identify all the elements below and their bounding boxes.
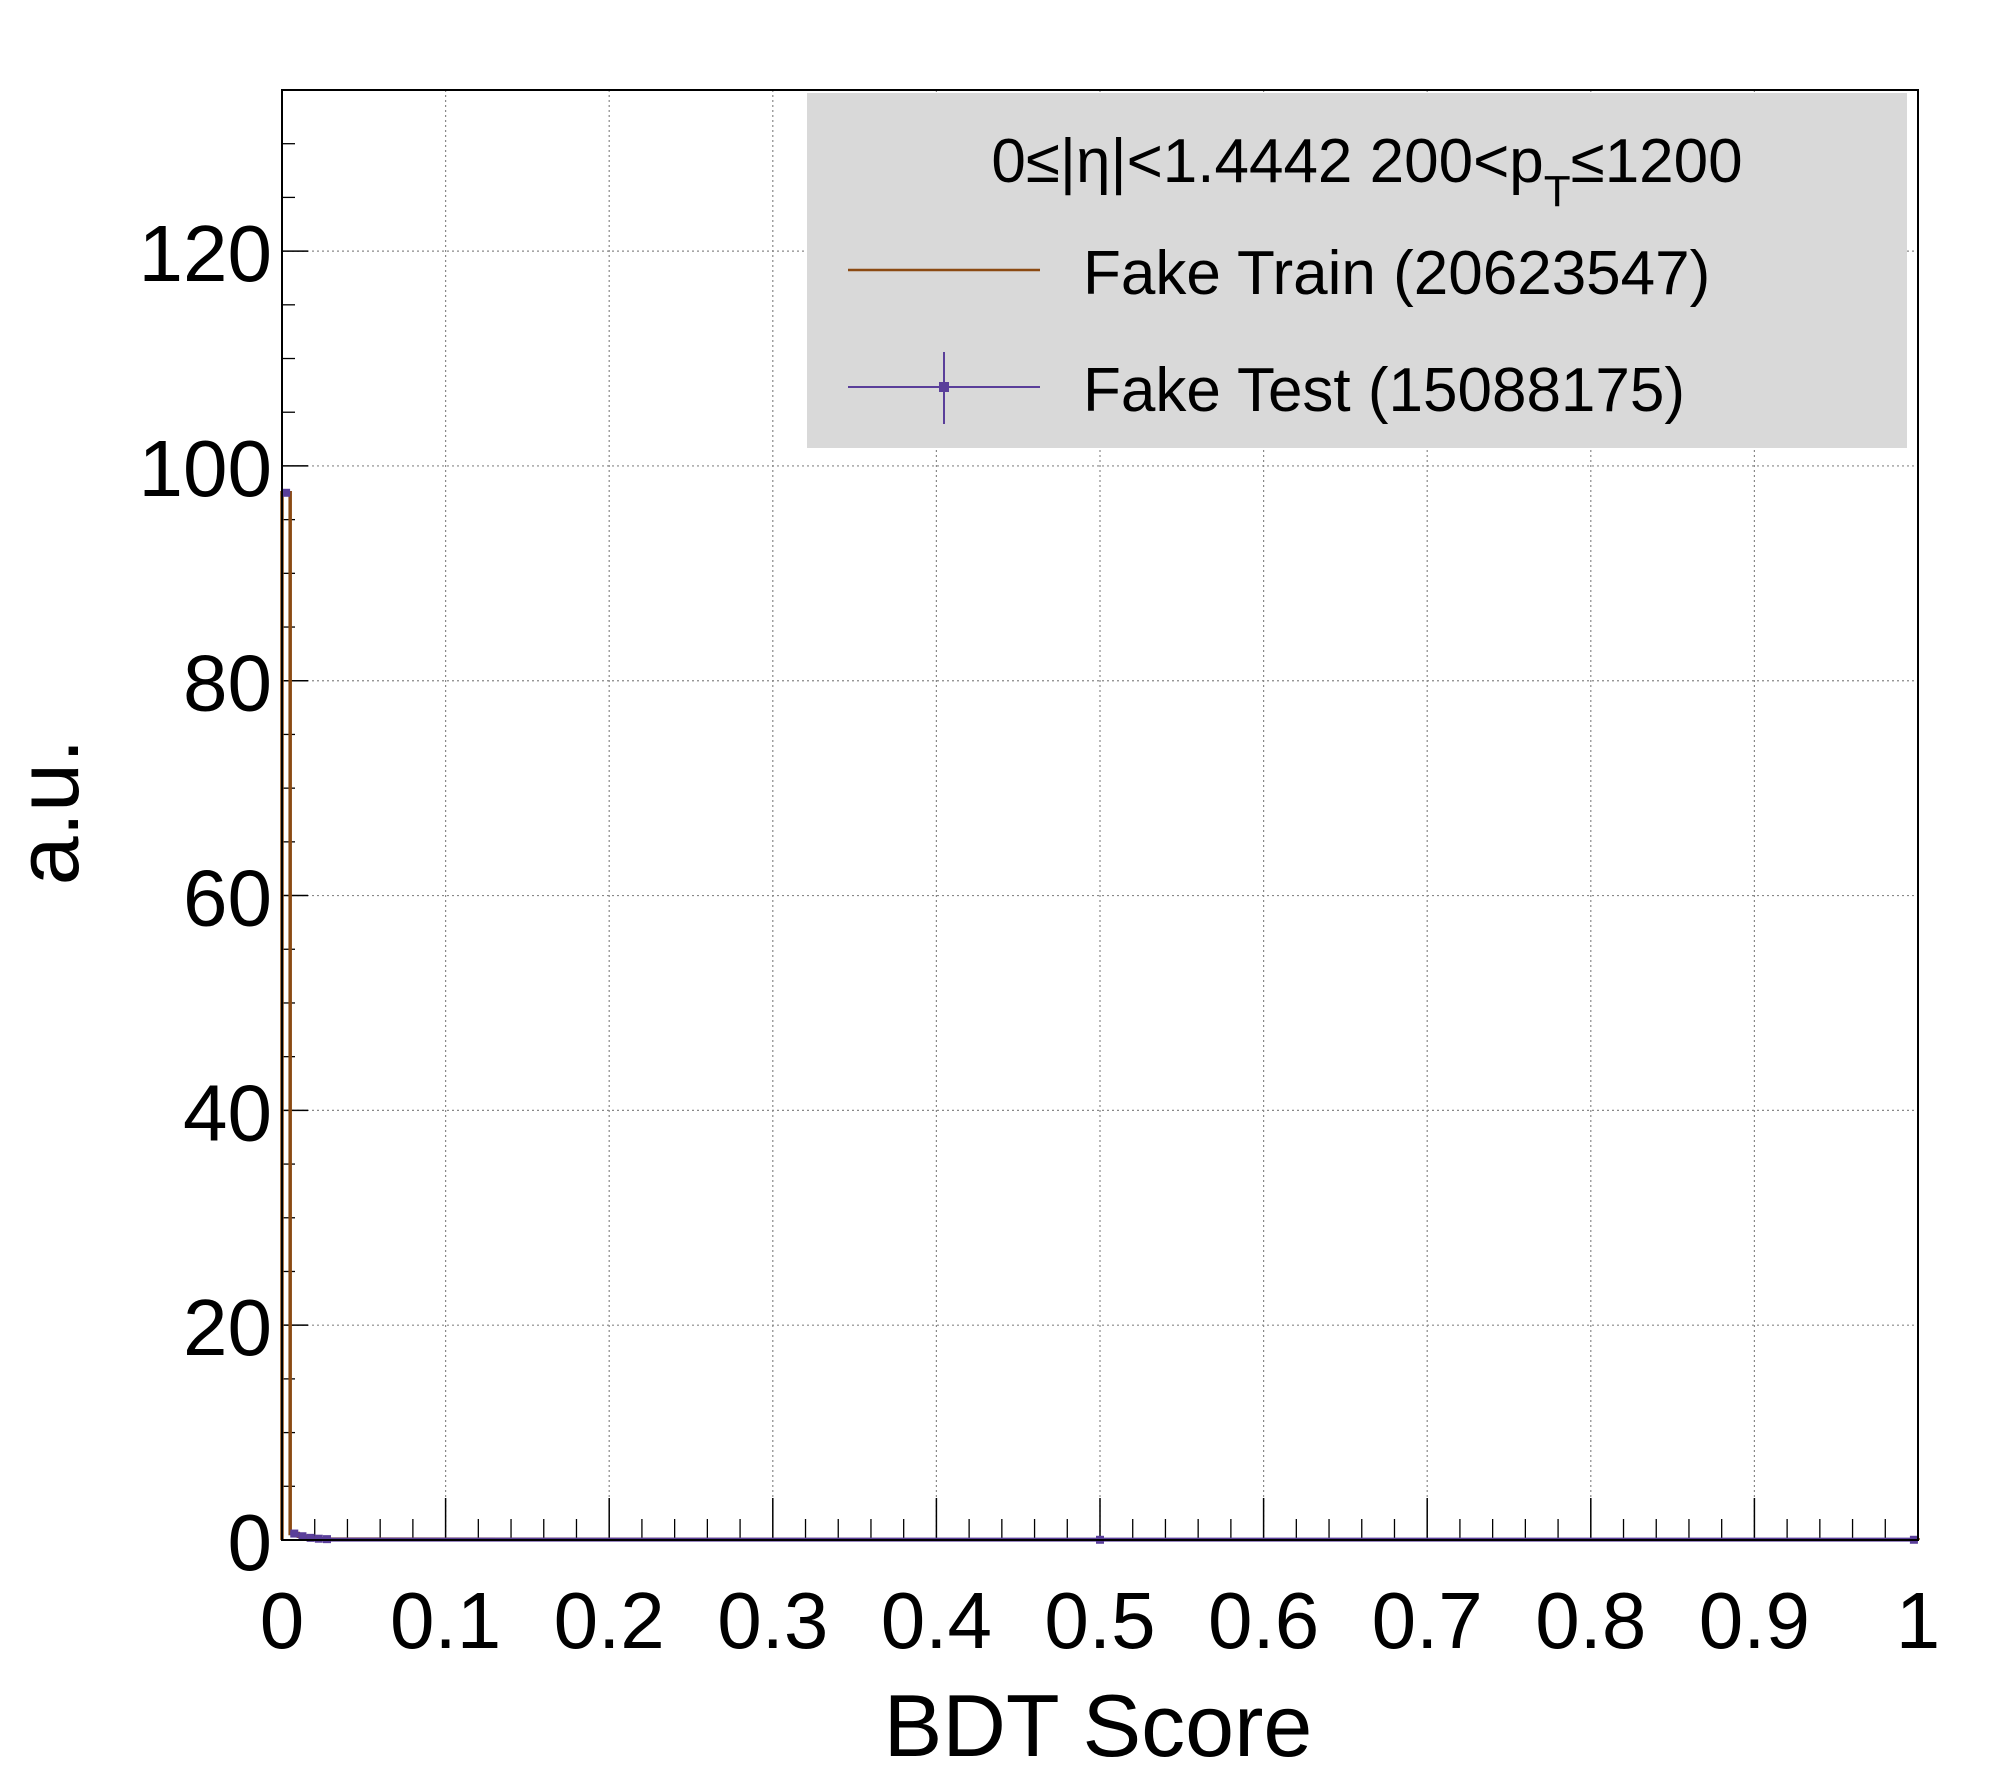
x-tick-label: 0.5 [1044, 1576, 1155, 1665]
x-tick-label: 0.2 [554, 1576, 665, 1665]
legend-header-prefix: 0≤|η|<1.4442 200<p [991, 127, 1543, 196]
legend-train-label: Fake Train (20623547) [1083, 239, 1710, 308]
x-tick-label: 0.1 [390, 1576, 501, 1665]
legend: 0≤|η|<1.4442 200<pT≤1200 Fake Train (206… [807, 93, 1907, 448]
legend-test-label: Fake Test (15088175) [1083, 356, 1685, 425]
y-axis-title: a.u. [0, 739, 97, 886]
y-tick-label: 0 [228, 1498, 273, 1587]
test-point [306, 1533, 315, 1542]
y-tick-label: 80 [183, 639, 272, 728]
y-tick-label: 100 [139, 424, 272, 513]
test-point [282, 488, 291, 497]
test-point [298, 1532, 307, 1541]
legend-header: 0≤|η|<1.4442 200<pT≤1200 [991, 127, 1742, 216]
x-tick-label: 1 [1896, 1576, 1941, 1665]
x-tick-label: 0.3 [717, 1576, 828, 1665]
x-tick-labels: 0 0.1 0.2 0.3 0.4 0.5 0.6 0.7 0.8 0.9 1 [260, 1576, 1941, 1665]
y-tick-label: 40 [183, 1068, 272, 1157]
legend-header-subscript: T [1544, 167, 1571, 216]
x-tick-label: 0.7 [1372, 1576, 1483, 1665]
x-tick-label: 0.6 [1208, 1576, 1319, 1665]
x-tick-label: 0.8 [1535, 1576, 1646, 1665]
x-tick-label: 0.4 [881, 1576, 992, 1665]
test-point [314, 1534, 323, 1543]
plot-frame [281, 89, 1919, 1541]
x-tick-label: 0 [260, 1576, 305, 1665]
test-point [290, 1529, 299, 1538]
y-tick-labels: 0 20 40 60 80 100 120 [139, 209, 272, 1587]
y-tick-label: 60 [183, 854, 272, 943]
x-axis-title: BDT Score [884, 1676, 1313, 1772]
legend-test-marker [939, 382, 949, 392]
y-tick-label: 20 [183, 1283, 272, 1372]
legend-header-suffix: ≤1200 [1571, 127, 1743, 196]
y-tick-label: 120 [139, 209, 272, 298]
x-tick-label: 0.9 [1699, 1576, 1810, 1665]
